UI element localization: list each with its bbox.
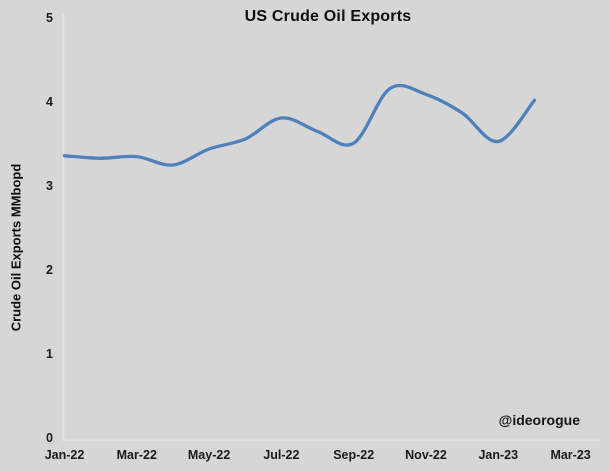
y-tick-label: 0 bbox=[46, 431, 53, 445]
x-tick-label: Jan-22 bbox=[44, 448, 85, 462]
x-tick-label: Mar-23 bbox=[550, 448, 591, 462]
y-tick-label: 4 bbox=[46, 95, 53, 109]
x-tick-label: Jan-23 bbox=[478, 448, 519, 462]
crude-oil-exports-line-series bbox=[62, 83, 537, 167]
y-axis-title: Crude Oil Exports MMbopd bbox=[8, 163, 24, 332]
x-tick-label: May-22 bbox=[187, 448, 231, 462]
x-tick-label: Sep-22 bbox=[333, 448, 375, 462]
watermark-handle: @ideorogue bbox=[498, 412, 580, 428]
y-tick-label: 2 bbox=[46, 263, 53, 277]
x-tick-label: Mar-22 bbox=[116, 448, 157, 462]
y-tick-label: 1 bbox=[46, 347, 53, 361]
y-tick-label: 3 bbox=[46, 179, 53, 193]
y-tick-label: 5 bbox=[46, 11, 53, 25]
chart-title: US Crude Oil Exports bbox=[244, 8, 412, 25]
x-tick-label: Jul-22 bbox=[263, 448, 300, 462]
x-tick-label: Nov-22 bbox=[405, 448, 447, 462]
